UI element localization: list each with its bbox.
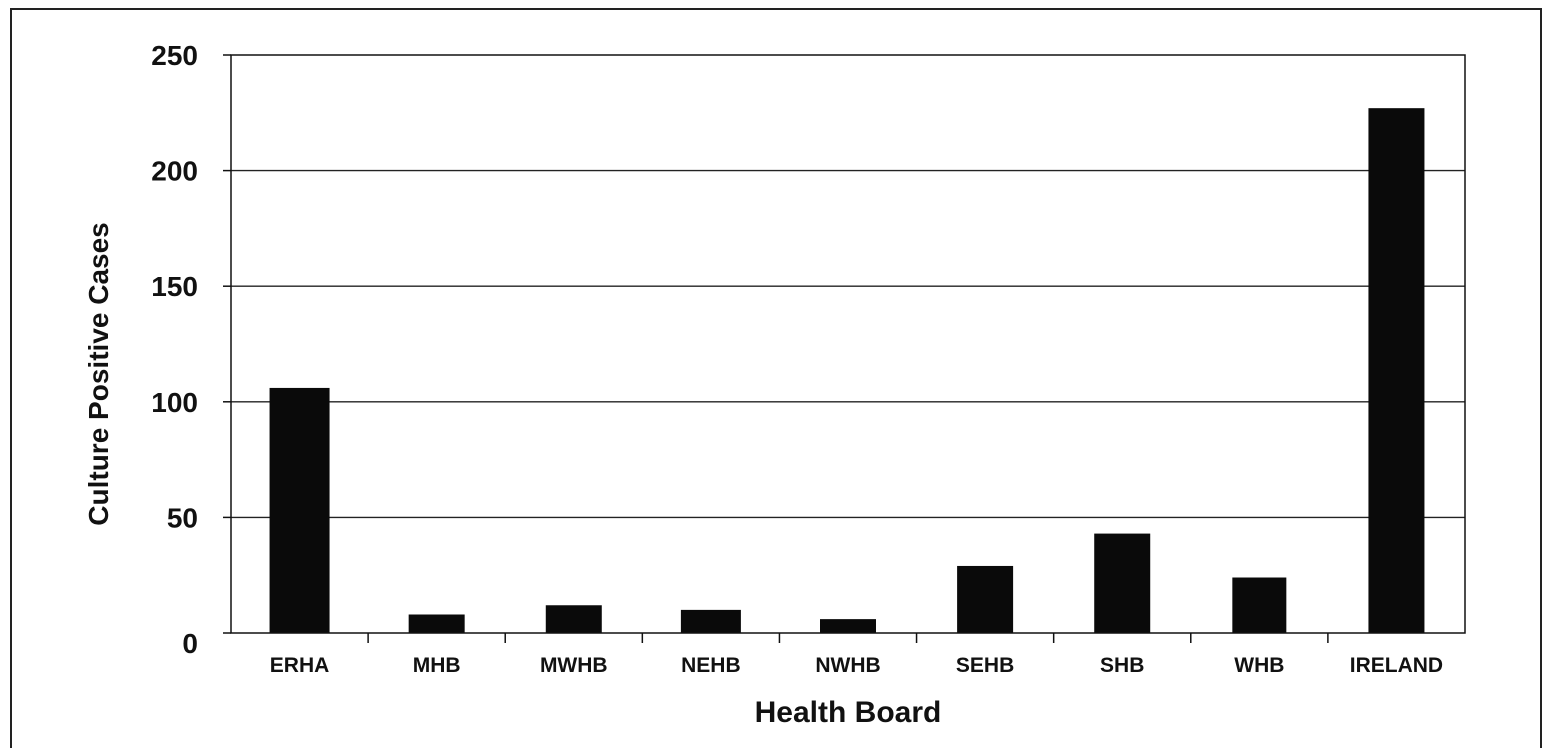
x-tick-label: WHB <box>1234 654 1284 677</box>
x-tick-label: MWHB <box>540 654 608 677</box>
bar-mwhb <box>545 605 602 633</box>
y-tick-label: 0 <box>182 628 198 659</box>
x-tick-label: SEHB <box>956 654 1014 677</box>
bar-nehb <box>680 609 741 633</box>
y-axis-ticks: 0 50 100 150 200 250 <box>151 40 231 659</box>
bar-erha <box>269 387 330 633</box>
x-tick-label: SHB <box>1100 654 1144 677</box>
bars <box>269 108 1425 633</box>
bar-nwhb <box>820 619 876 633</box>
bar-shb <box>1094 533 1151 633</box>
y-tick-label: 250 <box>151 40 198 71</box>
plot-area-border <box>230 54 1466 634</box>
y-tick-label: 100 <box>151 387 198 418</box>
x-tick-label: NEHB <box>681 654 741 677</box>
bar-chart: 0 50 100 150 200 250 ERHA MHB MWHB NEHB NWHB SEHB S… <box>83 40 1466 729</box>
gridlines <box>231 169 1465 519</box>
bar-ireland <box>1368 108 1425 633</box>
y-tick-label: 200 <box>151 156 198 187</box>
x-tick-label: MHB <box>413 654 461 677</box>
y-axis-title: Culture Positive Cases <box>83 222 114 525</box>
bar-sehb <box>957 565 1014 633</box>
x-tick-label: NWHB <box>815 654 880 677</box>
y-tick-label: 150 <box>151 271 198 302</box>
x-axis-title: Health Board <box>755 696 942 729</box>
y-tick-label: 50 <box>167 502 198 533</box>
chart-frame <box>10 8 1542 748</box>
x-tick-label: ERHA <box>270 654 330 677</box>
x-axis-ticks: ERHA MHB MWHB NEHB NWHB SEHB SHB WHB IRELAND <box>270 633 1443 677</box>
bar-mhb <box>408 614 465 633</box>
bar-whb <box>1232 577 1287 633</box>
x-tick-label: IRELAND <box>1350 654 1443 677</box>
